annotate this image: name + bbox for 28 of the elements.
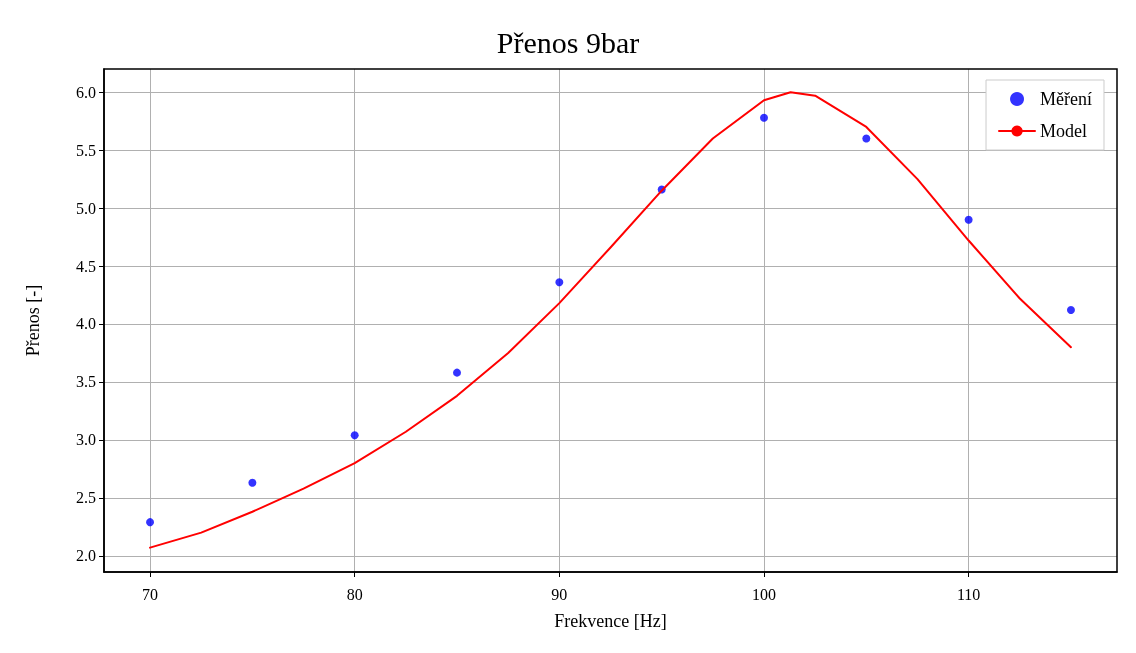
y-axis-title: Přenos [-] [23,284,43,357]
x-tick-label: 100 [751,585,776,603]
chart-title: Přenos 9bar [496,25,640,59]
y-tick-label: 3.0 [76,431,96,449]
legend-label: Model [1040,121,1088,141]
y-tick-label: 2.0 [76,547,96,565]
x-axis-title: Frekvence [Hz] [554,611,667,631]
y-tick-label: 6.0 [76,83,96,101]
y-tick-label: 4.0 [76,315,96,333]
x-tick-label: 90 [551,585,568,603]
point [350,431,359,440]
point [1066,306,1075,315]
x-tick-label: 110 [956,585,981,603]
y-tick-label: 2.5 [76,489,96,507]
point [862,134,871,143]
y-tick-label: 5.5 [76,141,96,159]
point [964,215,973,224]
y-tick-label: 5.0 [76,199,96,217]
x-tick-label: 80 [346,585,363,603]
legend-label: Měření [1040,89,1093,109]
point [453,368,462,377]
point [248,478,257,487]
x-tick-label: 70 [142,585,159,603]
y-tick-label: 3.5 [76,373,96,391]
point [555,278,564,287]
point [146,518,155,527]
y-tick-label: 4.5 [76,257,96,275]
point [759,113,768,122]
